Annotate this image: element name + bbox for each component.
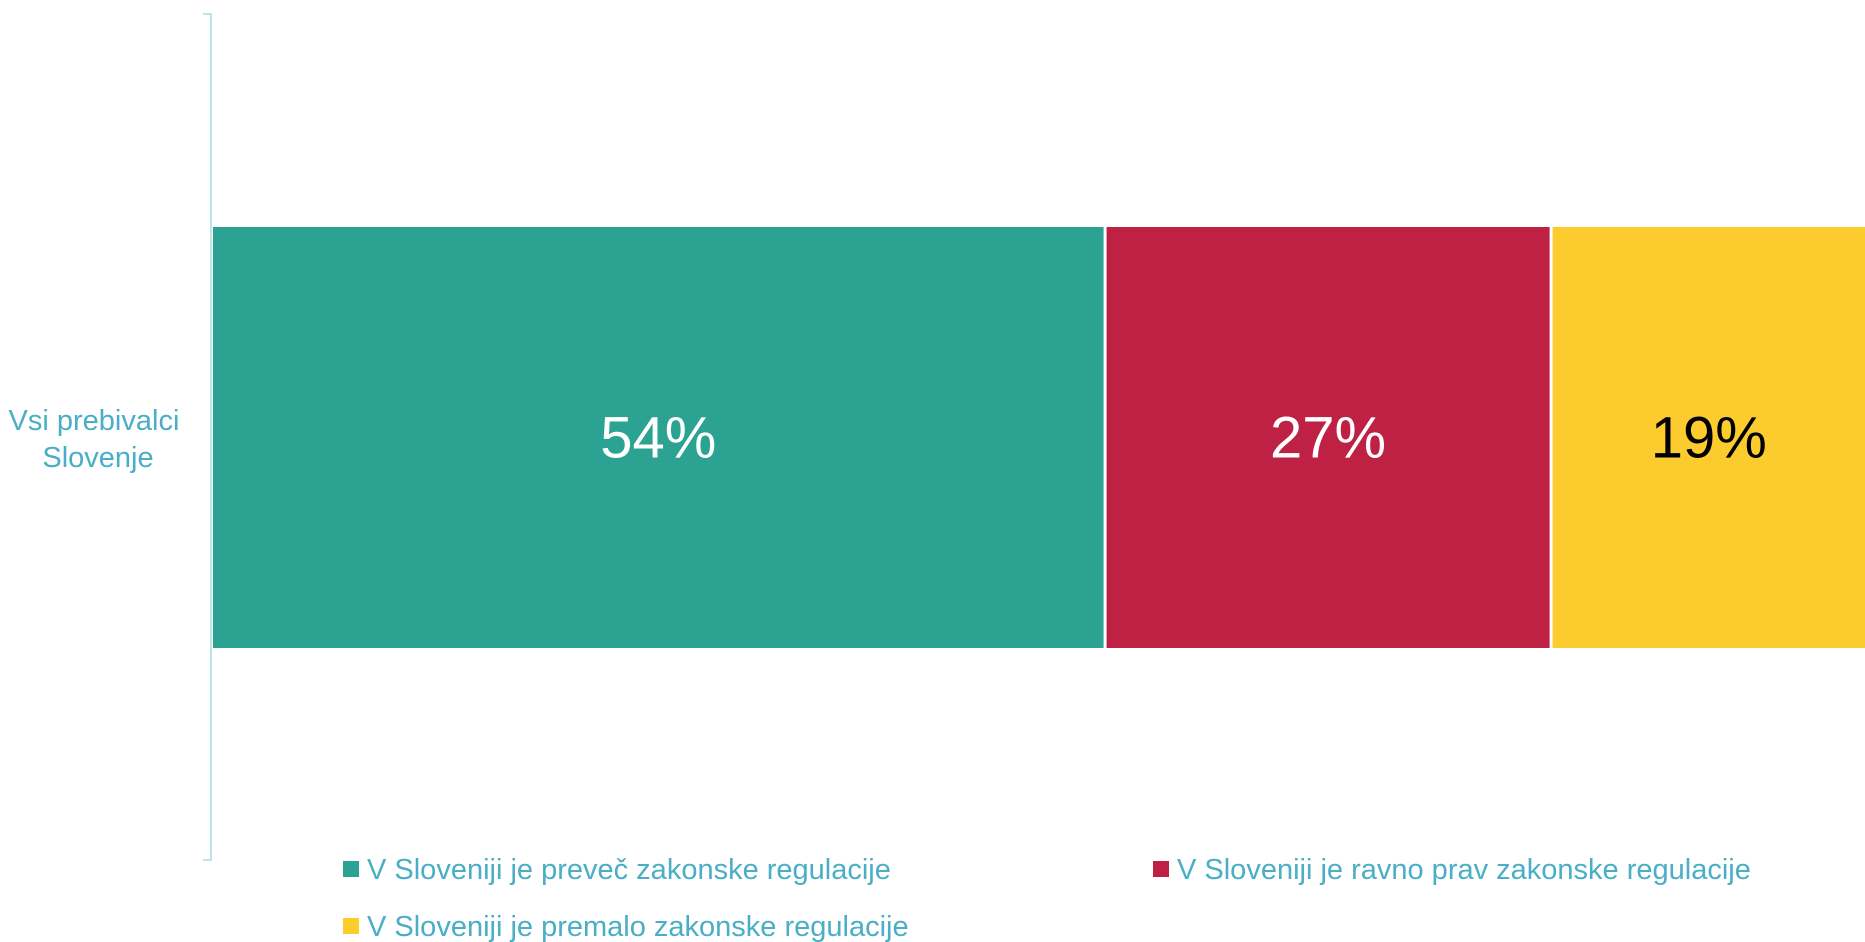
bar-segment-3 xyxy=(1552,227,1865,648)
category-axis-bracket xyxy=(203,13,212,861)
legend-label-premalo: V Sloveniji je premalo zakonske regulaci… xyxy=(367,911,909,942)
category-label: Vsi prebivalci Slovenje xyxy=(9,405,188,474)
bar-segment-2 xyxy=(1106,227,1550,648)
data-label-1: 54% xyxy=(600,406,716,471)
bars-group xyxy=(213,227,1865,648)
legend: V Sloveniji je preveč zakonske regulacij… xyxy=(343,854,1751,942)
legend-swatch-preveč xyxy=(343,861,359,877)
legend-swatch-ravno-prav xyxy=(1153,861,1169,877)
bar-segment-1 xyxy=(213,227,1104,648)
legend-label-preveč: V Sloveniji je preveč zakonske regulacij… xyxy=(367,854,891,886)
data-labels-group: 54% 27% 19% xyxy=(600,406,1767,471)
category-label-line-1: Vsi prebivalci xyxy=(9,405,180,437)
category-label-line-2: Slovenje xyxy=(42,442,153,474)
data-label-2: 27% xyxy=(1270,406,1386,471)
legend-label-ravno-prav: V Sloveniji je ravno prav zakonske regul… xyxy=(1177,854,1751,886)
legend-swatch-premalo xyxy=(343,918,359,934)
data-label-3: 19% xyxy=(1651,406,1767,471)
